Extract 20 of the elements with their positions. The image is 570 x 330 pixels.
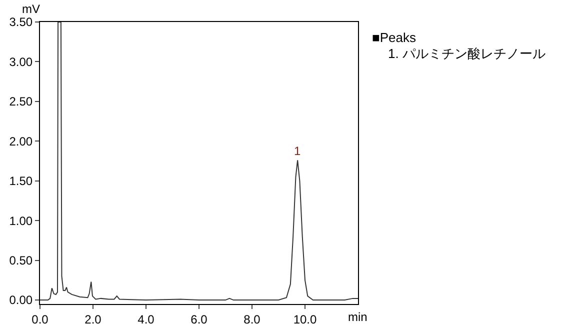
text: ■Peaks: [372, 30, 416, 45]
y-tick-label: 1.00: [9, 214, 33, 228]
y-tick-label: 3.00: [9, 54, 33, 69]
x-axis-title: min: [348, 310, 368, 324]
text: 1. パルミチン酸レチノール: [388, 46, 546, 61]
y-tick-label: 0.50: [9, 254, 33, 268]
y-tick-label: 2.00: [9, 134, 33, 148]
y-axis-title: mV: [22, 2, 40, 16]
line-series: [40, 22, 358, 301]
x-tick-label: 0.0: [32, 312, 49, 326]
y-tick-label: 2.50: [9, 94, 33, 109]
x-tick-label: 6.0: [190, 312, 208, 326]
x-tick-label: 10.0: [293, 312, 317, 326]
y-tick-label: 0.00: [9, 293, 33, 308]
x-tick-label: 4.0: [138, 312, 155, 326]
y-tick-label: 3.50: [9, 15, 33, 30]
x-tick-label: 2.0: [84, 312, 102, 326]
x-tick-label: 8.0: [244, 312, 261, 326]
annotation: 1: [294, 144, 301, 158]
y-tick-label: 1.50: [9, 174, 33, 188]
